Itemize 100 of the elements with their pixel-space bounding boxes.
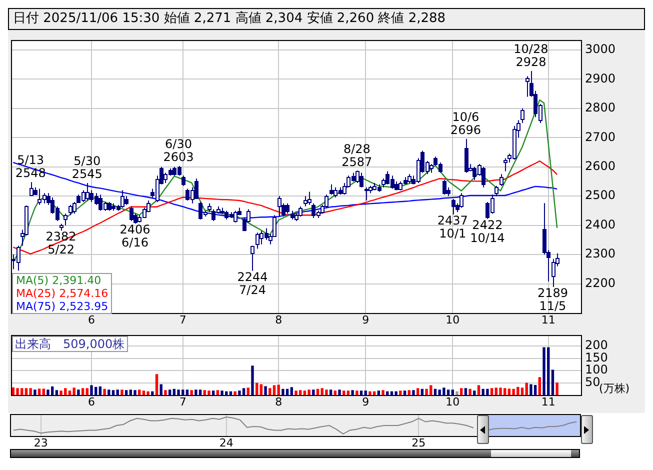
bar [50,386,54,395]
bar [451,390,454,395]
candlestick [464,138,468,174]
bar [360,390,363,395]
y-tick-label: 2200 [585,276,616,290]
bar [68,390,72,395]
candlestick [120,190,124,208]
bar [486,388,489,395]
annotation: 2406 6/16 [120,222,150,250]
bar [234,391,236,395]
chart-title: 日付 2025/11/06 15:30 始値 2,271 高値 2,304 安値 2,260 終値 2,288 [8,8,645,30]
bar [290,387,293,395]
bar [520,388,524,395]
bar [542,347,546,395]
annotation: 5/30 2545 [72,154,102,182]
candlestick [250,245,254,272]
bar [312,390,315,395]
x-tick-label: 25 [412,436,426,450]
candlestick [442,180,446,196]
annotation: 5/13 2548 [15,153,46,180]
bar [377,390,380,395]
x-tick-label: 6 [88,313,95,326]
bar [216,390,220,395]
y-tick-label: 100 [585,362,608,377]
bar [34,390,36,395]
x-tick-label: 10 [446,313,460,326]
y-tick-label: 2800 [585,100,616,115]
y-tick-label: 200 [585,338,608,352]
bar [477,385,480,395]
bar [338,390,341,395]
x-tick-label: 7 [179,313,186,326]
candlestick [256,232,260,250]
candlestick [64,213,68,226]
bar [351,390,354,395]
bar [198,390,202,395]
bar [246,388,250,395]
bar [456,391,458,395]
bar [394,391,398,395]
bar [60,390,62,395]
bar [116,390,119,395]
bar [81,388,84,395]
bar [346,390,350,395]
bar [551,370,554,395]
candlestick [308,191,312,206]
bar [382,390,384,395]
bar [490,388,494,395]
bar [134,390,136,395]
candlestick [234,210,238,223]
y-tick-label: 3000 [585,42,616,56]
bar [508,388,511,395]
bar [46,390,50,395]
bar [282,388,284,395]
annotation: 2189 11/5 [537,286,568,314]
bar [434,388,437,395]
y-axis-title: (万株) [599,382,630,396]
x-tick-label: 11 [541,395,556,408]
bar [316,388,320,395]
bar [220,390,224,395]
bar [129,390,132,395]
annotation: 10/28 2928 [514,42,548,70]
bar [534,384,537,395]
series-label: MA(5) 2,391.40 [16,274,102,287]
bar [29,388,32,395]
y-tick-label: 2300 [585,246,616,261]
candlestick [304,196,308,207]
bar [325,390,328,395]
y-tick-label: 50 [585,374,600,389]
bar [168,390,172,395]
bar [446,390,450,395]
x-tick-label: 10 [446,395,460,408]
bar [538,377,542,395]
x-tick-label: 11 [541,313,556,326]
bar [146,391,150,395]
candlestick [30,182,34,197]
bar [260,384,263,395]
bar [356,390,358,395]
bar [268,388,272,395]
bar [72,388,76,395]
candlestick [364,186,368,201]
bar [155,374,158,395]
bar [255,382,258,395]
bar [151,391,154,395]
text: MA(25) 2,574.16 [16,287,108,300]
annotation: 10/6 2696 [450,110,481,137]
x-tick-label: 24 [219,436,234,450]
x-tick-label: 9 [362,313,370,326]
x-tick-label: 8 [275,395,282,408]
bar [364,390,367,395]
bar [416,388,420,395]
bar [208,390,210,395]
bar [120,390,124,395]
bar [272,385,276,395]
candlestick [286,202,290,214]
bar [98,386,102,395]
y-tick-label: 2600 [585,158,616,173]
bar [294,390,298,395]
annotation: 8/28 2587 [342,142,372,169]
text: MA(75) 2,523.95 [16,300,108,313]
bar [108,390,110,395]
bar [408,390,410,395]
